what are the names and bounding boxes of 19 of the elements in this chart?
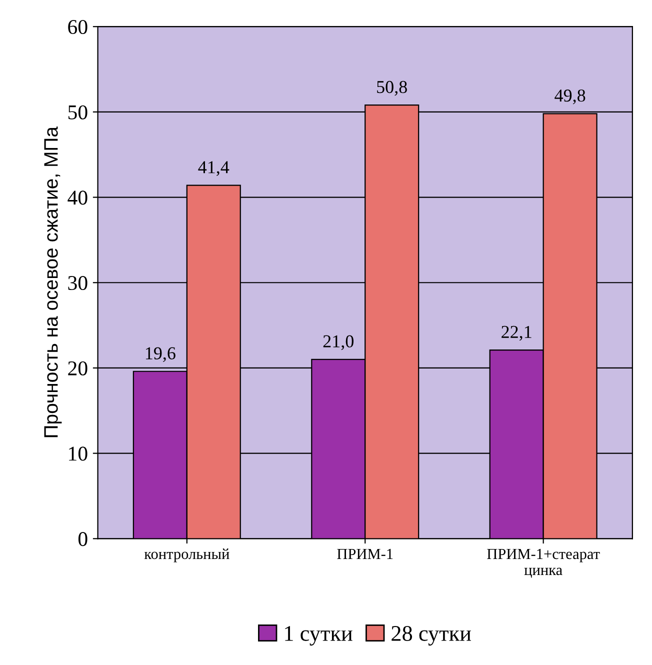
legend-label: 1 сутки [285, 626, 352, 646]
x-tick-label: ПРИМ-1+стеарат цинка [487, 548, 600, 578]
data-label: 19,6 [146, 347, 176, 362]
data-label: 22,1 [502, 326, 532, 341]
y-tick-label: 0 [78, 532, 88, 546]
y-tick-label: 50 [68, 105, 88, 120]
y-tick-label: 30 [68, 276, 88, 290]
x-tick-label: контрольный [144, 548, 230, 562]
y-tick-label: 60 [68, 20, 88, 34]
data-label: 49,8 [554, 89, 586, 104]
y-tick-label: 40 [68, 190, 88, 205]
x-tick-label: ПРИМ-1 [337, 548, 393, 559]
data-label: 21,0 [323, 335, 354, 350]
y-tick-label: 10 [69, 446, 88, 461]
data-label: 41,4 [198, 161, 230, 176]
data-label: 50,8 [377, 80, 407, 96]
legend-label: 28 сутки [392, 626, 471, 646]
y-axis-title: Прочность на осевое сжатие, МПа [44, 126, 62, 438]
y-tick-label: 20 [68, 361, 88, 376]
